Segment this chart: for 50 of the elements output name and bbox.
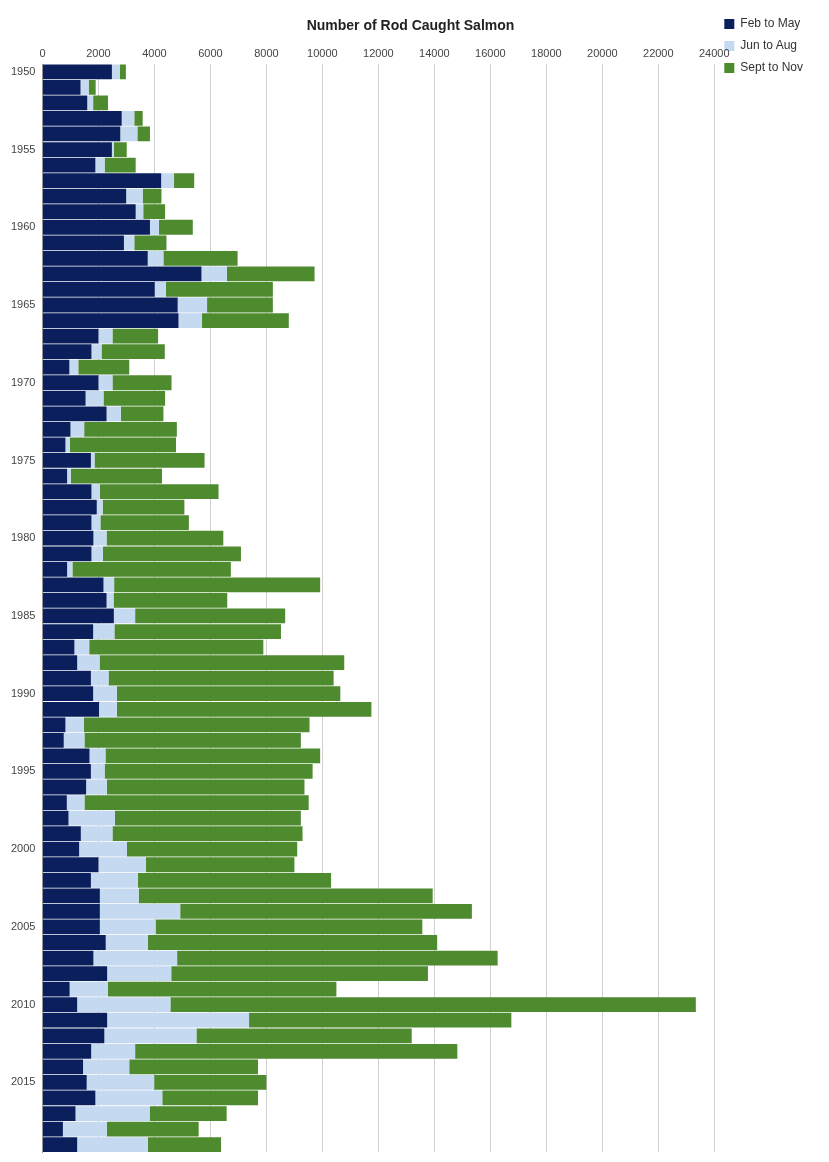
x-tick-label: 22000 <box>643 47 674 60</box>
x-tick-label: 8000 <box>254 47 279 60</box>
x-tick-label: 0 <box>39 47 46 60</box>
bar <box>95 157 105 173</box>
y-tick-label: 1960 <box>10 220 36 233</box>
x-tick-label: 4000 <box>142 47 167 60</box>
bar <box>67 468 71 484</box>
x-tick-label: 24000 <box>699 47 730 60</box>
bar <box>149 219 159 235</box>
legend-label: Jun to Aug <box>740 38 798 53</box>
legend-label: Sept to Nov <box>740 60 803 75</box>
x-tick-label: 10000 <box>307 47 338 60</box>
bar <box>65 437 70 453</box>
x-tick-label: 2000 <box>86 47 111 60</box>
x-tick-label: 20000 <box>587 47 618 60</box>
y-tick-label: 1985 <box>10 609 36 622</box>
bar <box>113 608 136 624</box>
x-tick-label: 14000 <box>419 47 450 60</box>
bar <box>70 422 85 437</box>
x-tick-label: 16000 <box>475 47 506 60</box>
y-tick-label: 1975 <box>10 453 36 466</box>
chart-title: Number of Rod Caught Salmon <box>306 17 515 34</box>
y-tick-label: 1955 <box>10 142 36 155</box>
y-tick-label: 1970 <box>10 375 36 388</box>
bar <box>90 453 95 468</box>
bar <box>111 64 121 80</box>
x-tick-label: 12000 <box>363 47 394 60</box>
bar <box>120 64 126 80</box>
y-tick-label: 1965 <box>10 298 36 311</box>
bar <box>67 561 73 577</box>
bar <box>147 250 164 266</box>
bar <box>201 266 227 282</box>
bar <box>154 282 166 297</box>
bar <box>123 235 135 251</box>
x-tick-label: 18000 <box>531 47 562 60</box>
y-tick-label: 1990 <box>10 686 36 699</box>
y-tick-label: 2000 <box>10 842 36 855</box>
y-tick-label: 2010 <box>10 997 36 1010</box>
y-tick-label: 1995 <box>10 764 36 777</box>
y-tick-label: 1950 <box>10 64 36 77</box>
legend-label: Feb to May <box>740 16 801 31</box>
y-tick-label: 1980 <box>10 531 36 544</box>
y-tick-label: 2005 <box>10 919 36 932</box>
bar <box>93 624 115 639</box>
bar <box>174 173 195 188</box>
bar <box>106 406 121 422</box>
x-tick-label: 6000 <box>198 47 223 60</box>
y-tick-label: 2015 <box>10 1075 36 1088</box>
bar <box>161 173 175 188</box>
bar <box>69 359 79 375</box>
